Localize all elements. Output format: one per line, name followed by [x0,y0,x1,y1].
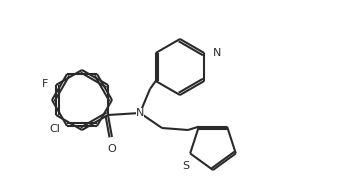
Text: F: F [42,79,48,89]
Text: Cl: Cl [49,124,60,134]
Text: N: N [213,48,221,58]
Text: S: S [183,161,190,171]
Text: O: O [108,144,116,154]
Text: N: N [136,108,144,118]
